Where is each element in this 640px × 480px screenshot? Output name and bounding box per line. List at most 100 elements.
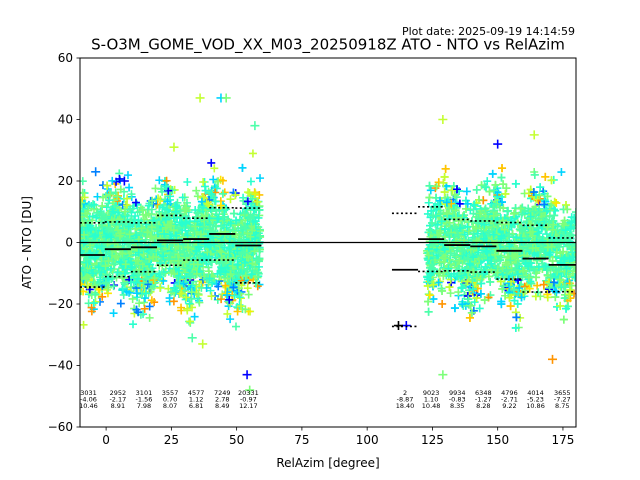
scatter-point <box>159 268 168 277</box>
scatter-point <box>155 176 164 185</box>
scatter-point <box>101 213 110 222</box>
scatter-point <box>207 189 216 198</box>
scatter-point <box>231 322 240 331</box>
scatter-point <box>108 205 117 214</box>
scatter-point <box>212 184 221 193</box>
scatter-point <box>96 275 105 284</box>
scatter-point <box>226 315 235 324</box>
scatter-point <box>199 193 208 202</box>
scatter-point <box>91 297 100 306</box>
scatter-point <box>178 193 187 202</box>
scatter-point <box>207 158 216 167</box>
scatter-point <box>122 265 131 274</box>
scatter-point <box>101 278 110 287</box>
scatter-point <box>214 282 223 291</box>
scatter-point <box>255 262 264 271</box>
scatter-point <box>205 241 214 250</box>
scatter-point <box>105 196 114 205</box>
scatter-point <box>91 290 100 299</box>
scatter-point <box>147 223 156 232</box>
scatter-point <box>112 252 121 261</box>
scatter-point <box>123 194 132 203</box>
scatter-point <box>80 320 88 329</box>
scatter-point <box>236 224 245 233</box>
scatter-point <box>143 280 152 289</box>
scatter-point <box>207 292 216 301</box>
scatter-point <box>151 184 160 193</box>
scatter-point <box>254 268 263 277</box>
scatter-point <box>240 209 249 218</box>
scatter-point <box>183 177 192 186</box>
scatter-point <box>81 245 90 254</box>
plot-area: 3031-4.0610.462952-2.178.913101-1.567.98… <box>79 93 576 410</box>
scatter-point <box>194 290 203 299</box>
scatter-point <box>99 193 108 202</box>
scatter-point <box>147 205 156 214</box>
scatter-point <box>116 299 125 308</box>
scatter-point <box>246 177 255 186</box>
scatter-point <box>182 293 191 302</box>
scatter-point <box>156 283 165 292</box>
scatter-point <box>181 219 190 228</box>
scatter-point <box>109 282 118 291</box>
scatter-point <box>220 188 229 197</box>
scatter-point <box>185 299 194 308</box>
scatter-point <box>221 281 230 290</box>
scatter-point <box>204 200 213 209</box>
scatter-point <box>109 309 118 318</box>
scatter-point <box>229 283 238 292</box>
scatter-point <box>186 317 195 326</box>
scatter-point <box>244 290 253 299</box>
scatter-point <box>177 303 186 312</box>
scatter-point <box>114 267 123 276</box>
scatter-point <box>245 188 254 197</box>
scatter-point <box>139 249 148 258</box>
scatter-point <box>237 302 246 311</box>
scatter-point <box>190 312 199 321</box>
scatter-point <box>231 221 240 230</box>
scatter-point <box>90 282 99 291</box>
scatter-point <box>217 295 226 304</box>
scatter-point <box>179 279 188 288</box>
scatter-point <box>256 174 265 183</box>
scatter-point <box>135 299 144 308</box>
scatter-point <box>83 223 92 232</box>
scatter-point <box>218 176 227 185</box>
scatter-point <box>237 294 246 303</box>
scatter-point <box>112 177 121 186</box>
scatter-point <box>99 237 108 246</box>
scatter-point <box>206 257 215 266</box>
scatter-point <box>141 210 150 219</box>
scatter-point <box>87 307 96 316</box>
scatter-point <box>128 294 137 303</box>
scatter-point <box>120 207 129 216</box>
scatter-point <box>210 164 219 173</box>
scatter-point <box>155 207 164 216</box>
scatter-point <box>131 198 140 207</box>
scatter-point <box>248 149 257 158</box>
scatter-point <box>241 271 250 280</box>
scatter-point <box>93 192 102 201</box>
scatter-point <box>102 203 111 212</box>
scatter-point <box>193 208 202 217</box>
chart-title: S-O3M_GOME_VOD_XX_M03_20250918Z ATO - NT… <box>91 36 565 55</box>
scatter-point <box>165 294 174 303</box>
scatter-point <box>234 270 243 279</box>
scatter-point <box>108 176 117 185</box>
scatter-point <box>148 196 157 205</box>
scatter-point <box>158 203 167 212</box>
scatter-point <box>145 313 154 322</box>
scatter-point <box>241 305 250 314</box>
scatter-point <box>145 302 154 311</box>
scatter-point <box>177 218 186 227</box>
scatter-point <box>125 183 134 192</box>
scatter-point <box>147 296 156 305</box>
scatter-point <box>206 204 215 213</box>
scatter-point <box>106 190 115 199</box>
scatter-point <box>197 283 206 292</box>
scatter-point <box>224 297 233 306</box>
scatter-point <box>221 289 230 298</box>
scatter-point <box>140 304 149 313</box>
scatter-point <box>83 281 92 290</box>
